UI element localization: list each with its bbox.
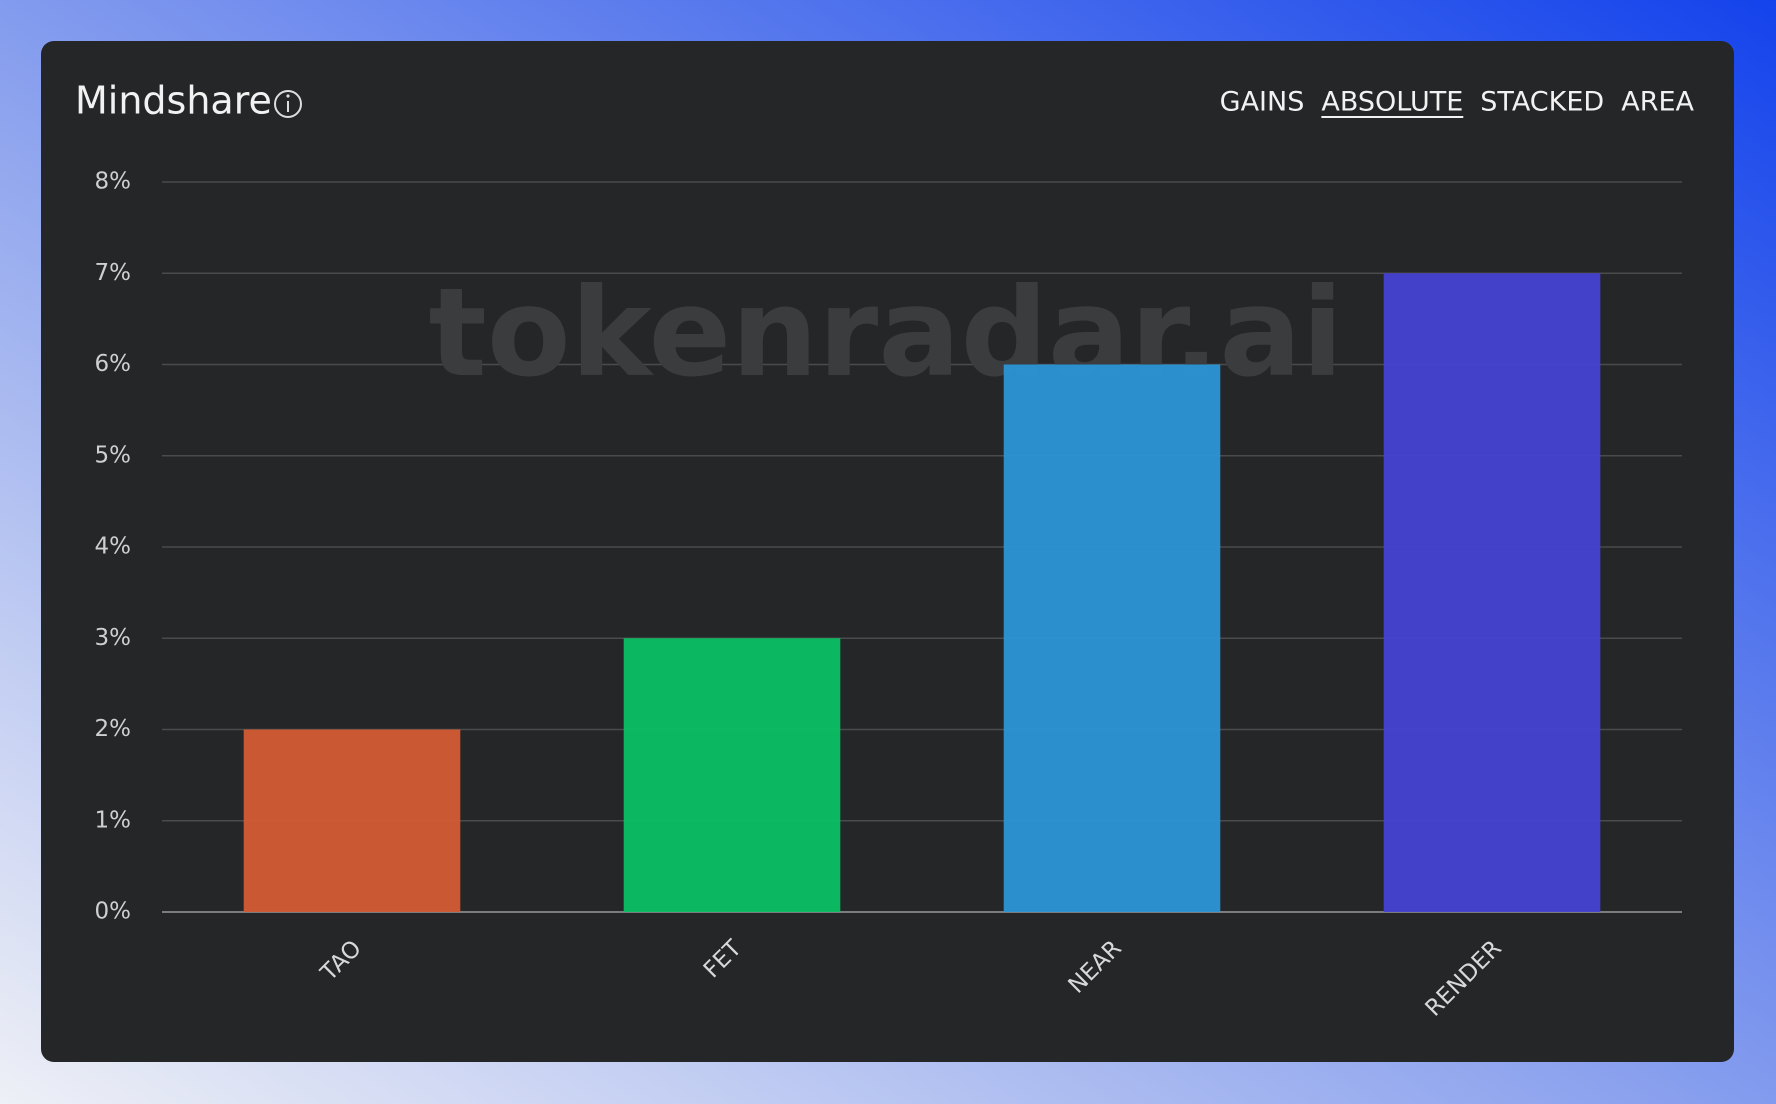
info-icon[interactable] (274, 90, 302, 118)
card (41, 41, 1734, 1062)
y-tick-label: 5% (95, 442, 132, 468)
y-tick-label: 7% (95, 260, 132, 286)
bar (623, 638, 841, 912)
y-tick-label: 8% (95, 169, 132, 195)
y-tick-label: 1% (95, 807, 132, 833)
chart-title: Mindshare (75, 79, 272, 123)
y-tick-label: 3% (95, 625, 132, 651)
bar (243, 729, 461, 912)
tab[interactable]: STACKED (1480, 87, 1604, 118)
y-tick-label: 2% (95, 716, 132, 742)
tab[interactable]: AREA (1621, 87, 1694, 118)
tab[interactable]: ABSOLUTE (1321, 87, 1463, 118)
tab[interactable]: GAINS (1220, 87, 1305, 118)
y-tick-label: 6% (95, 351, 132, 377)
y-tick-label: 0% (95, 899, 132, 925)
bar (1003, 364, 1221, 912)
bar (1383, 273, 1601, 912)
y-tick-label: 4% (95, 534, 132, 560)
